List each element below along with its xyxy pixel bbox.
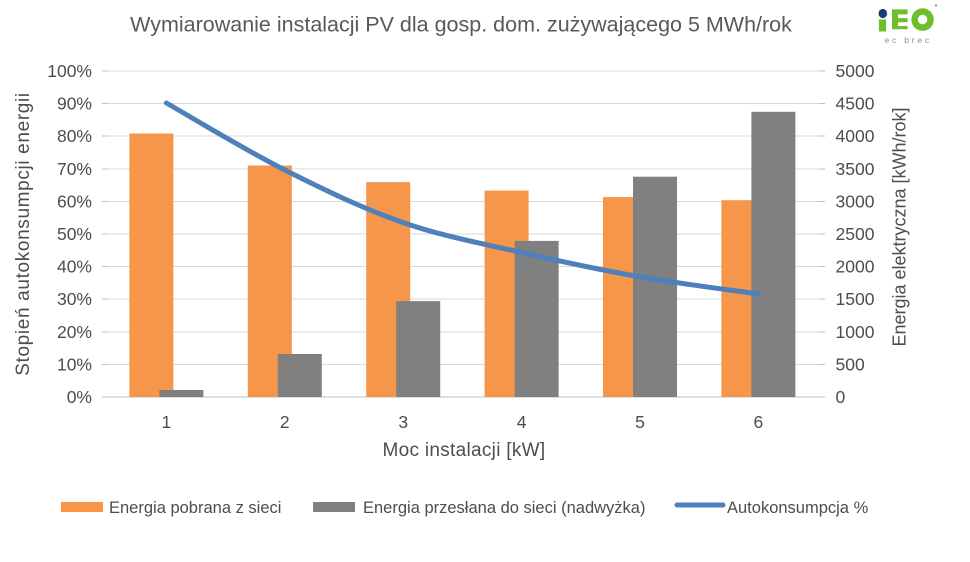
svg-text:90%: 90%: [57, 94, 92, 114]
svg-text:4000: 4000: [836, 126, 875, 146]
svg-text:4: 4: [517, 412, 527, 432]
svg-text:3000: 3000: [836, 191, 875, 211]
svg-text:2500: 2500: [836, 224, 875, 244]
svg-text:50%: 50%: [57, 224, 92, 244]
svg-text:4500: 4500: [836, 94, 875, 114]
svg-text:1: 1: [162, 412, 172, 432]
svg-text:0: 0: [836, 387, 846, 407]
svg-text:Wymiarowanie instalacji PV dla: Wymiarowanie instalacji PV dla gosp. dom…: [130, 13, 792, 37]
svg-text:Energia elektryczna [kWh/rok]: Energia elektryczna [kWh/rok]: [890, 107, 910, 346]
svg-text:60%: 60%: [57, 191, 92, 211]
svg-text:1000: 1000: [836, 322, 875, 342]
svg-text:5000: 5000: [836, 61, 875, 81]
svg-text:30%: 30%: [57, 289, 92, 309]
svg-text:80%: 80%: [57, 126, 92, 146]
svg-text:Energia przesłana do sieci (na: Energia przesłana do sieci (nadwyżka): [363, 499, 645, 517]
svg-text:40%: 40%: [57, 257, 92, 277]
svg-text:ec brec: ec brec: [885, 35, 932, 45]
svg-text:500: 500: [836, 354, 865, 374]
svg-text:Energia pobrana z sieci: Energia pobrana z sieci: [109, 499, 281, 517]
svg-text:Moc instalacji [kW]: Moc instalacji [kW]: [382, 440, 545, 461]
svg-text:10%: 10%: [57, 354, 92, 374]
svg-text:6: 6: [754, 412, 764, 432]
svg-text:2000: 2000: [836, 257, 875, 277]
svg-text:0%: 0%: [67, 387, 92, 407]
svg-text:3500: 3500: [836, 159, 875, 179]
svg-text:20%: 20%: [57, 322, 92, 342]
svg-text:5: 5: [635, 412, 645, 432]
svg-text:Autokonsumpcja %: Autokonsumpcja %: [727, 499, 869, 517]
svg-text:70%: 70%: [57, 159, 92, 179]
svg-text:2: 2: [280, 412, 290, 432]
svg-text:100%: 100%: [47, 61, 92, 81]
svg-text:3: 3: [398, 412, 408, 432]
svg-text:Stopień autokonsumpcji energii: Stopień autokonsumpcji energii: [13, 92, 34, 376]
svg-text:1500: 1500: [836, 289, 875, 309]
